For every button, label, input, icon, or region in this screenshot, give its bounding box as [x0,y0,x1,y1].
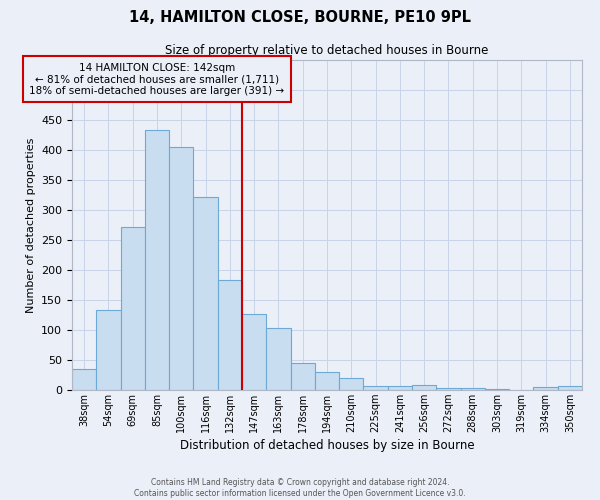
Bar [533,387,558,390]
Bar [121,227,145,390]
Bar [145,130,169,390]
Bar [461,388,485,390]
Bar [169,147,193,390]
Bar [339,378,364,390]
Bar [558,386,582,390]
Bar [364,386,388,390]
Bar [485,389,509,390]
Bar [315,372,339,390]
Bar [436,388,461,390]
Text: 14, HAMILTON CLOSE, BOURNE, PE10 9PL: 14, HAMILTON CLOSE, BOURNE, PE10 9PL [129,10,471,25]
Text: 14 HAMILTON CLOSE: 142sqm
← 81% of detached houses are smaller (1,711)
18% of se: 14 HAMILTON CLOSE: 142sqm ← 81% of detac… [29,62,284,96]
Bar [96,310,121,390]
Bar [266,328,290,390]
X-axis label: Distribution of detached houses by size in Bourne: Distribution of detached houses by size … [179,439,475,452]
Y-axis label: Number of detached properties: Number of detached properties [26,138,35,312]
Bar [218,280,242,390]
Bar [242,314,266,390]
Bar [72,369,96,390]
Bar [412,385,436,390]
Bar [388,386,412,390]
Bar [290,363,315,390]
Bar [193,197,218,390]
Title: Size of property relative to detached houses in Bourne: Size of property relative to detached ho… [166,44,488,58]
Text: Contains HM Land Registry data © Crown copyright and database right 2024.
Contai: Contains HM Land Registry data © Crown c… [134,478,466,498]
